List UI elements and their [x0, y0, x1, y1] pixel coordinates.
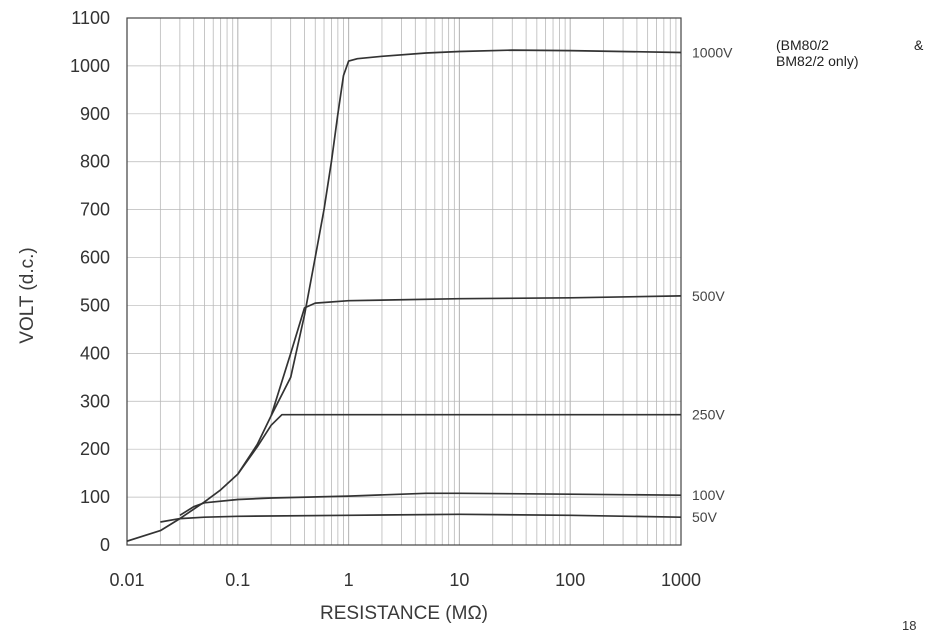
series-label-50v: 50V [692, 509, 718, 525]
model-note-ampersand: & [914, 37, 924, 53]
x-tick-label: 0.1 [225, 570, 250, 590]
series-line-1000v [126, 49, 682, 543]
y-tick-label: 700 [80, 200, 110, 220]
series-label-500v: 500V [692, 288, 725, 304]
model-note-end: BM82/2 only) [776, 53, 859, 69]
y-tick-label: 800 [80, 152, 110, 172]
y-tick-label: 500 [80, 295, 110, 315]
series-labels: 1000V 500V 250V 100V 50V [692, 44, 733, 525]
y-tick-label: 900 [80, 104, 110, 124]
grid [126, 17, 681, 546]
series-label-1000v: 1000V [692, 44, 733, 60]
x-tick-label: 10 [449, 570, 469, 590]
y-axis-label: VOLT (d.c.) [17, 247, 38, 343]
y-tick-label: 1100 [71, 8, 110, 28]
y-tick-label: 200 [80, 439, 110, 459]
x-tick-label: 100 [555, 570, 585, 590]
x-axis-label: RESISTANCE (MΩ) [320, 603, 488, 624]
y-tick-label: 1000 [70, 56, 110, 76]
y-tick-label: 300 [80, 391, 110, 411]
y-tick-labels: 0 100 200 300 400 500 600 700 800 900 1000 1100 [70, 8, 110, 555]
y-tick-label: 100 [80, 487, 110, 507]
series-line-100v [179, 492, 682, 517]
series-line-50v [160, 513, 682, 523]
y-tick-label: 600 [80, 248, 110, 268]
x-tick-label: 0.01 [109, 570, 144, 590]
y-tick-label: 400 [80, 343, 110, 363]
page-number: 18 [902, 618, 917, 633]
model-note-start: (BM80/2 [776, 37, 829, 53]
series-line-250v [237, 413, 681, 475]
series-line-500v [270, 295, 682, 416]
x-tick-labels: 0.01 0.1 1 10 100 1000 [109, 570, 701, 590]
x-tick-label: 1000 [661, 570, 701, 590]
y-tick-label: 0 [100, 535, 110, 555]
series-lines [126, 49, 682, 543]
series-label-100v: 100V [692, 487, 725, 503]
plot-frame [126, 17, 682, 546]
x-tick-label: 1 [344, 570, 354, 590]
series-label-250v: 250V [692, 407, 725, 423]
